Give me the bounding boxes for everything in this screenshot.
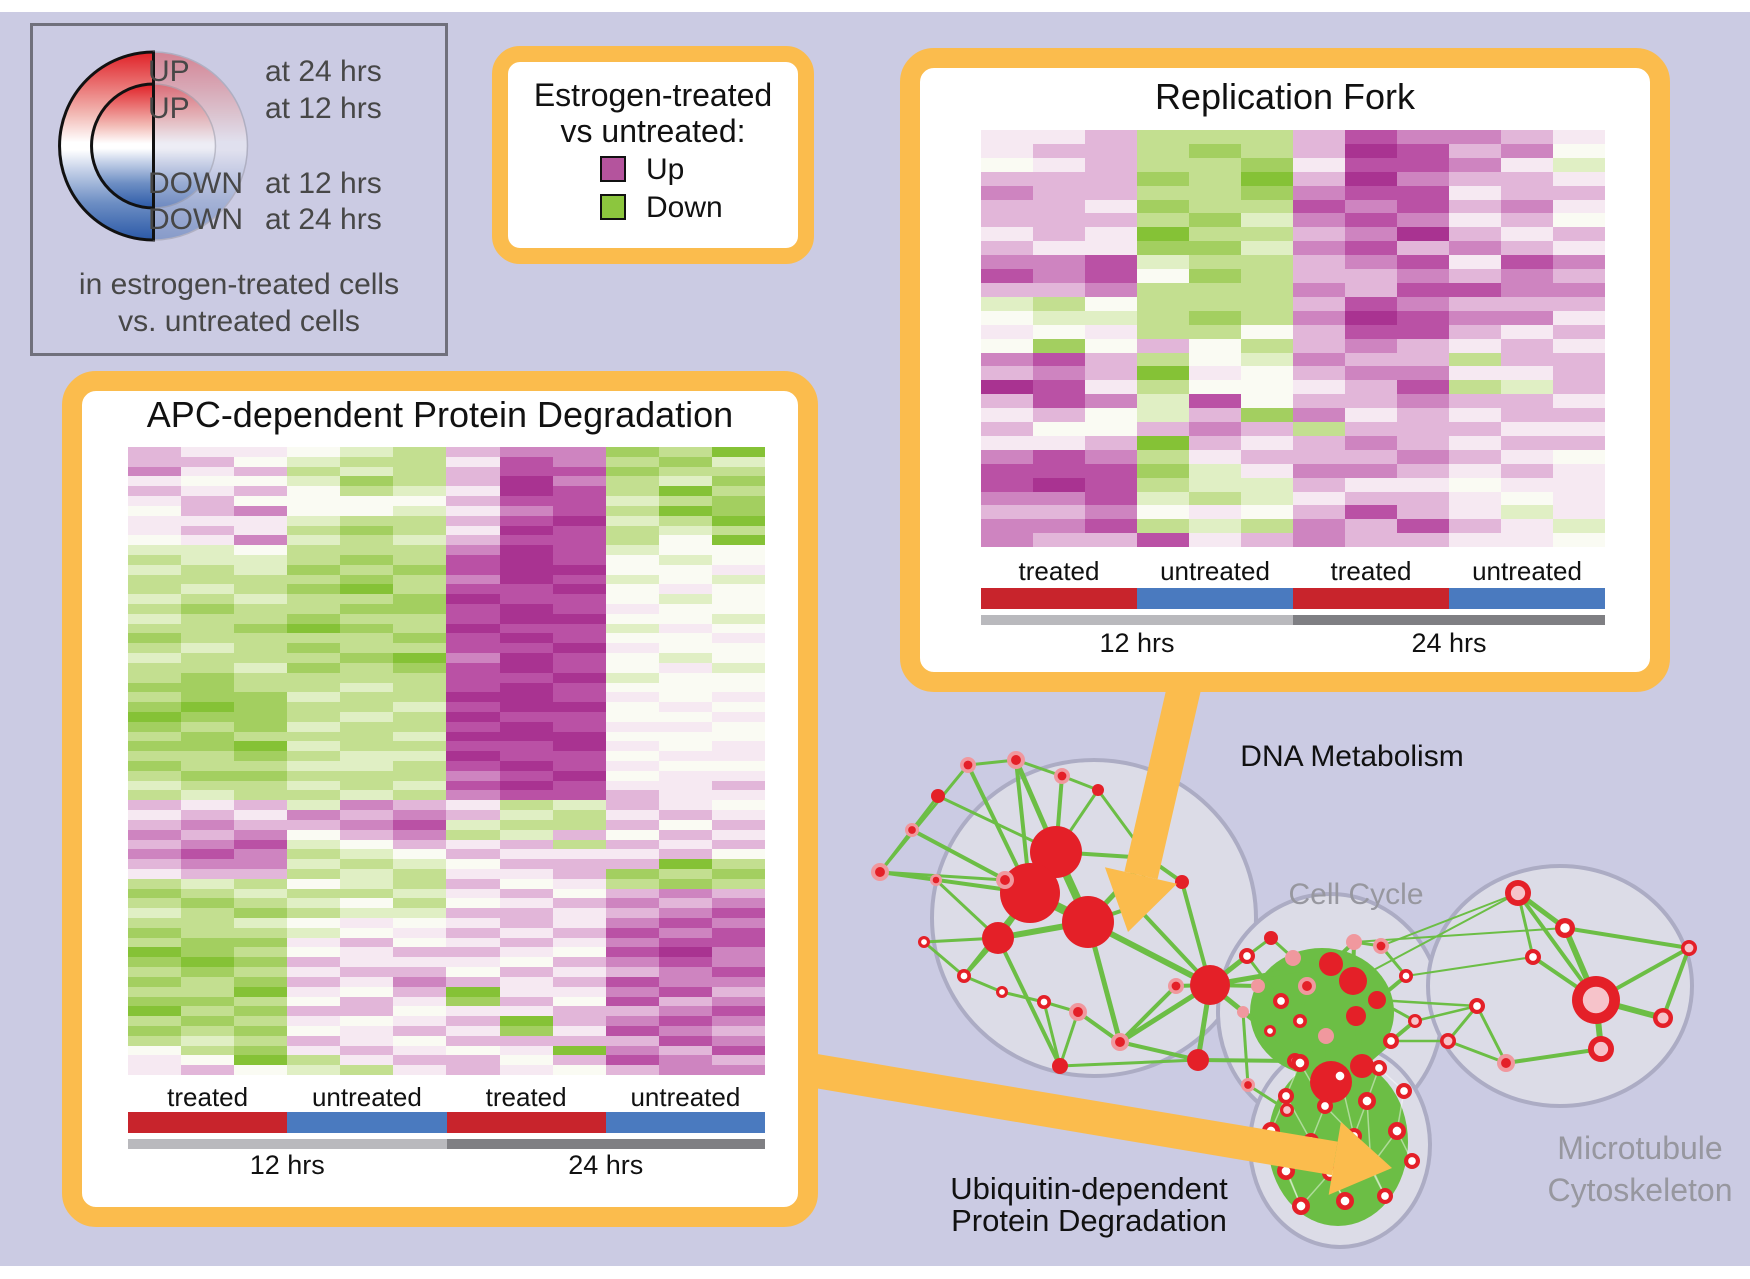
- up-swatch-icon: [600, 156, 626, 182]
- legend-up-12-dir: UP: [148, 92, 190, 125]
- updown-legend-title-line1: Estrogen-treated: [533, 77, 773, 113]
- replication-fork-heatmap: [981, 130, 1605, 548]
- apc-time-labels: 12 hrs 24 hrs: [249, 1150, 644, 1180]
- replication-fork-time-labels: 12 hrs 24 hrs: [1099, 628, 1487, 658]
- legend-up-24-dir: UP: [148, 55, 190, 88]
- updown-legend-title-line2: vs untreated:: [560, 113, 746, 149]
- legend-up-24-time: at 24 hrs: [265, 55, 382, 88]
- apc-condition-bar: [128, 1112, 765, 1133]
- legend-footer-line2: vs. untreated cells: [118, 305, 360, 338]
- legend-down-12-dir: DOWN: [148, 167, 243, 200]
- ubiquitin-label-line2: Protein Degradation: [951, 1203, 1227, 1238]
- apc-time-bar: [128, 1139, 765, 1149]
- apc-title: APC-dependent Protein Degradation: [146, 394, 734, 435]
- microtubule-label-line1: Microtubule: [1557, 1130, 1723, 1166]
- up-label: Up: [646, 153, 685, 186]
- ubiquitin-label-line1: Ubiquitin-dependent: [950, 1171, 1228, 1206]
- legend-down-12-time: at 12 hrs: [265, 167, 382, 200]
- replication-fork-group-labels: treated untreated treated untreated: [1018, 556, 1582, 586]
- apc-heatmap: [128, 447, 765, 1075]
- legend-down-24-dir: DOWN: [148, 203, 243, 236]
- down-swatch-icon: [600, 194, 626, 220]
- dna-metabolism-label: DNA Metabolism: [1240, 740, 1464, 773]
- legend-down-24-time: at 24 hrs: [265, 203, 382, 236]
- legend-footer-line1: in estrogen-treated cells: [78, 268, 400, 301]
- replication-fork-condition-bar: [981, 588, 1605, 609]
- apc-group-labels: treated untreated treated untreated: [167, 1082, 741, 1112]
- legend-up-12-time: at 12 hrs: [265, 92, 382, 125]
- cell-cycle-label: Cell Cycle: [1288, 878, 1424, 911]
- timepoint-legend-box: [30, 23, 448, 356]
- replication-fork-title: Replication Fork: [1154, 76, 1416, 117]
- concentric-circle-legend-icon: [58, 50, 249, 242]
- replication-fork-time-bar: [981, 615, 1605, 625]
- down-label: Down: [646, 191, 723, 224]
- updown-legend-box: [492, 46, 814, 264]
- microtubule-label-line2: Cytoskeleton: [1547, 1172, 1733, 1208]
